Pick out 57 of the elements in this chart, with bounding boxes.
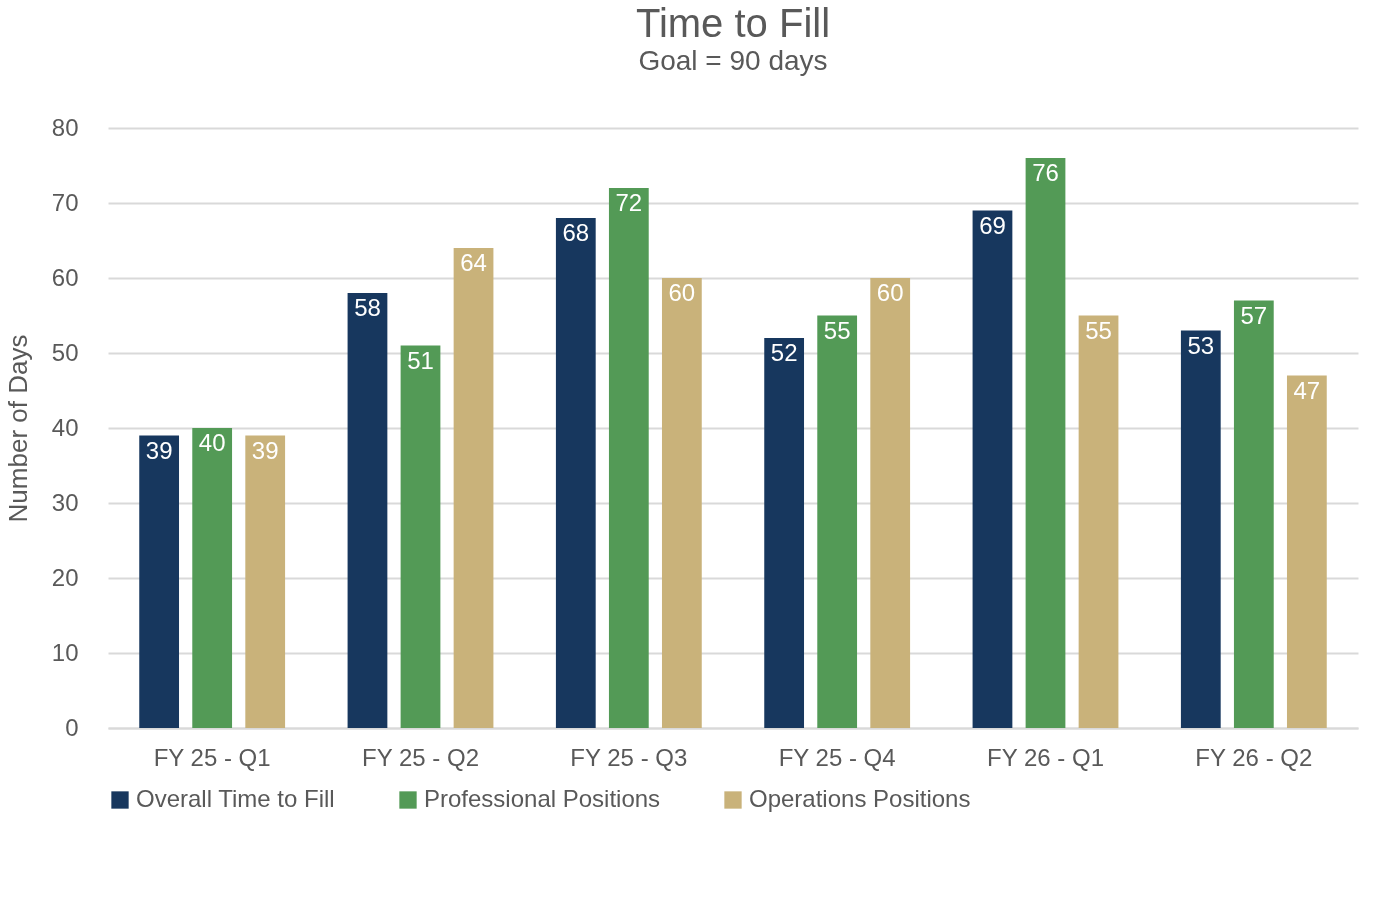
y-tick-label: 20 [51, 563, 79, 591]
data-label: 60 [876, 279, 904, 306]
x-tick-label: FY 26 - Q2 [1195, 743, 1313, 771]
bar [139, 435, 180, 728]
data-label: 72 [615, 189, 643, 216]
data-label: 53 [1187, 331, 1215, 359]
data-label: 52 [770, 339, 798, 366]
bar [1180, 330, 1221, 728]
y-tick-label: 70 [51, 188, 79, 216]
x-tick-label: FY 25 - Q4 [778, 743, 896, 771]
data-label: 40 [198, 429, 226, 456]
data-label: 39 [251, 436, 279, 464]
bar [817, 315, 858, 728]
bar [764, 338, 805, 728]
bar [870, 278, 911, 728]
bar [972, 210, 1013, 728]
data-label: 69 [979, 211, 1006, 239]
data-label: 60 [668, 279, 696, 306]
data-label: 64 [460, 249, 487, 276]
data-label: 55 [1085, 316, 1112, 344]
bar [1286, 375, 1327, 728]
data-label: 55 [823, 316, 851, 344]
chart-title: Time to Fill [635, 1, 831, 45]
bar [661, 278, 702, 728]
x-tick-label: FY 25 - Q2 [362, 743, 479, 771]
chart-subtitle: Goal = 90 days [638, 45, 828, 76]
bar [192, 428, 233, 728]
x-tick-label: FY 25 - Q1 [153, 743, 271, 771]
y-tick-label: 30 [51, 488, 79, 516]
bar [400, 345, 441, 728]
y-tick-label: 10 [51, 638, 79, 666]
x-tick-label: FY 26 - Q1 [987, 743, 1104, 771]
bar [245, 435, 286, 728]
data-label: 76 [1032, 159, 1059, 186]
data-label: 58 [354, 294, 381, 321]
data-label: 39 [145, 436, 173, 464]
legend-label: Overall Time to Fill [136, 785, 335, 812]
y-tick-label: 50 [51, 338, 79, 366]
data-label: 47 [1293, 376, 1321, 404]
bar [1025, 158, 1066, 728]
data-label: 68 [562, 219, 590, 246]
y-tick-label: 0 [65, 713, 79, 741]
legend-label: Operations Positions [749, 785, 971, 812]
y-tick-label: 60 [51, 263, 79, 291]
data-label: 57 [1240, 301, 1268, 329]
legend-label: Professional Positions [424, 785, 661, 812]
bar [608, 188, 649, 728]
bar [347, 293, 388, 728]
y-tick-label: 80 [51, 113, 79, 141]
y-tick-label: 40 [51, 413, 79, 441]
bar [453, 248, 494, 728]
bar [1078, 315, 1119, 728]
data-label: 51 [407, 346, 434, 374]
y-axis-title: Number of Days [2, 334, 33, 523]
bar [555, 218, 596, 728]
bar [1233, 300, 1274, 728]
x-tick-label: FY 25 - Q3 [570, 743, 688, 771]
